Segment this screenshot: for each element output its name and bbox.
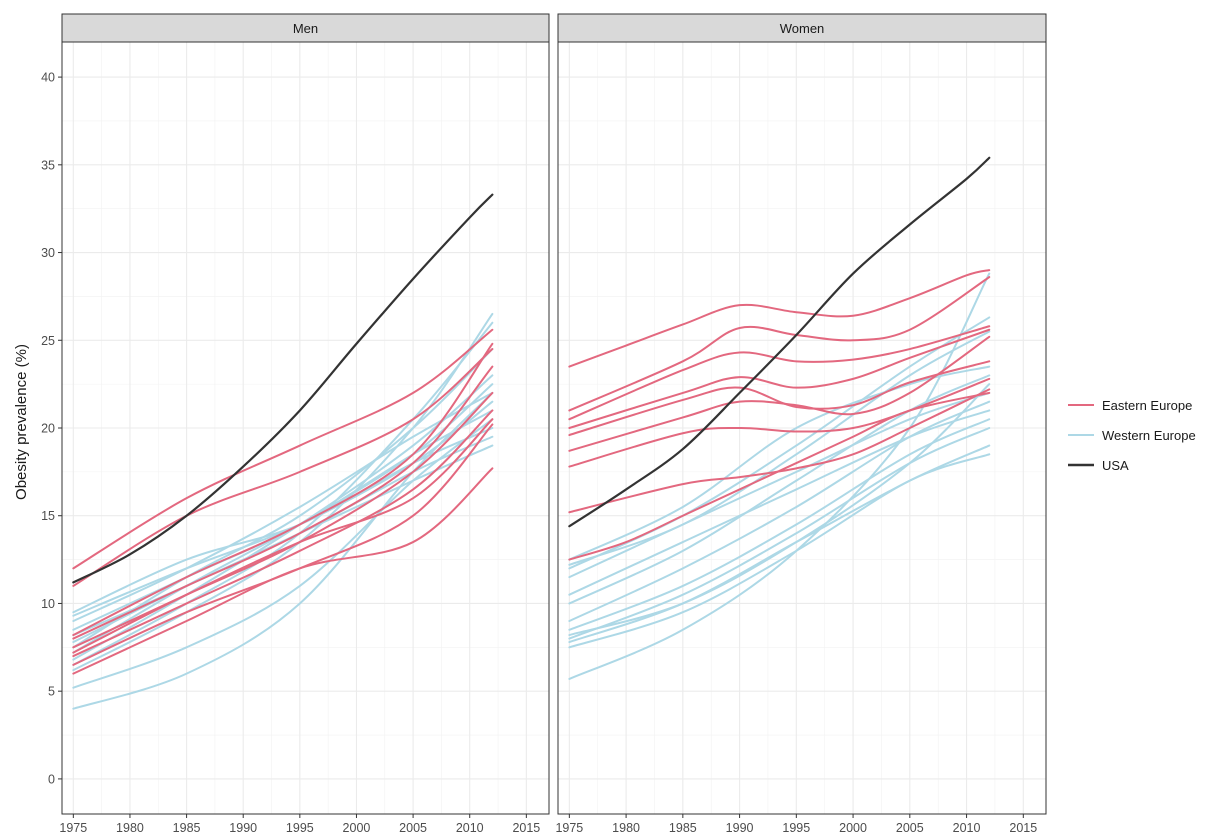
series-line-eastern-europe: [568, 360, 991, 437]
series-line-eastern-europe: [72, 328, 494, 570]
series-line-eastern-europe: [568, 269, 991, 368]
series-line-eastern-europe: [568, 391, 991, 561]
legend-label: USA: [1102, 458, 1129, 473]
series-line-western-europe: [568, 400, 991, 622]
series-line-western-europe: [568, 272, 991, 680]
series-line-eastern-europe: [568, 388, 991, 514]
x-tick-label: 1995: [782, 821, 810, 835]
series-line-western-europe: [568, 391, 991, 579]
x-tick-label: 2000: [343, 821, 371, 835]
legend: Eastern Europe Western Europe USA: [1068, 398, 1196, 473]
series-line-eastern-europe: [568, 276, 991, 412]
y-tick-label: 20: [41, 422, 55, 436]
x-tick-label: 1990: [726, 821, 754, 835]
facet-strip: [61, 13, 550, 43]
series-line-western-europe: [568, 365, 991, 561]
legend-label: Eastern Europe: [1102, 398, 1192, 413]
y-tick-label: 5: [48, 685, 55, 699]
facet-strip: [557, 13, 1047, 43]
legend-label: Western Europe: [1102, 428, 1196, 443]
y-axis-title: Obesity prevalence (%): [13, 344, 30, 500]
series-line-western-europe: [568, 383, 991, 637]
x-tick-label: 2005: [896, 821, 924, 835]
facet-label: Women: [780, 21, 825, 36]
y-tick-label: 35: [41, 158, 55, 172]
y-tick-label: 0: [48, 772, 55, 786]
series-line-western-europe: [72, 348, 494, 649]
series-line-eastern-europe: [568, 328, 991, 429]
x-tick-label: 1975: [555, 821, 583, 835]
facet-panel-women: Women 1975 1980 1985 1990 1995 2000 2005 2010 201…: [555, 13, 1047, 835]
facet-label: Men: [293, 21, 318, 36]
x-tick-label: 2010: [953, 821, 981, 835]
series-line-eastern-europe: [568, 325, 991, 421]
series-line-western-europe: [568, 374, 991, 605]
x-tick-label: 2015: [1009, 821, 1037, 835]
x-tick-label: 1980: [612, 821, 640, 835]
x-tick-label: 1985: [669, 821, 697, 835]
y-tick-label: 30: [41, 246, 55, 260]
series-line-eastern-europe: [72, 365, 494, 640]
series-line-eastern-europe: [72, 467, 494, 675]
y-tick-label: 40: [41, 71, 55, 85]
series-line-usa: [568, 156, 991, 528]
series-line-western-europe: [568, 330, 991, 566]
x-tick-label: 1980: [116, 821, 144, 835]
series-line-western-europe: [568, 418, 991, 631]
series-line-western-europe: [568, 427, 991, 640]
x-tick-label: 1990: [229, 821, 257, 835]
series-line-eastern-europe: [72, 409, 494, 658]
y-tick-label: 15: [41, 509, 55, 523]
series-line-eastern-europe: [72, 348, 494, 587]
series-line-western-europe: [72, 391, 494, 622]
x-tick-label: 2005: [399, 821, 427, 835]
series-line-eastern-europe: [568, 335, 991, 452]
x-tick-label: 1975: [59, 821, 87, 835]
series-line-western-europe: [568, 409, 991, 596]
x-tick-label: 2015: [512, 821, 540, 835]
series-line-usa: [72, 193, 494, 584]
y-tick-label: 10: [41, 597, 55, 611]
x-tick-label: 2000: [839, 821, 867, 835]
x-tick-label: 1985: [173, 821, 201, 835]
x-tick-label: 1995: [286, 821, 314, 835]
series-line-eastern-europe: [72, 342, 494, 637]
y-tick-label: 25: [41, 334, 55, 348]
x-tick-label: 2010: [456, 821, 484, 835]
series-line-eastern-europe: [72, 418, 494, 654]
